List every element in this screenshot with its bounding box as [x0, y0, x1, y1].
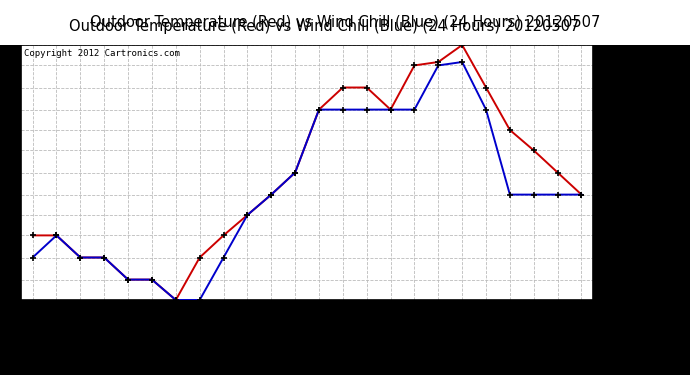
Text: Outdoor Temperature (Red) vs Wind Chill (Blue) (24 Hours) 20120507: Outdoor Temperature (Red) vs Wind Chill …: [69, 19, 580, 34]
Text: Outdoor Temperature (Red) vs Wind Chill (Blue) (24 Hours) 20120507: Outdoor Temperature (Red) vs Wind Chill …: [90, 15, 600, 30]
Text: Copyright 2012 Cartronics.com: Copyright 2012 Cartronics.com: [23, 49, 179, 58]
